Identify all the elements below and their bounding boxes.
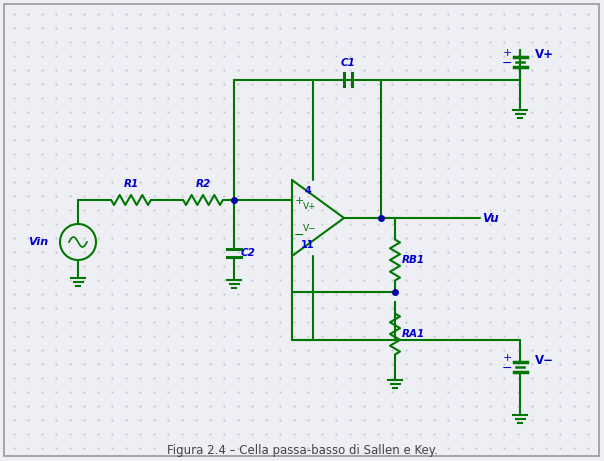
Text: R2: R2 — [195, 179, 211, 189]
Text: 11: 11 — [301, 240, 315, 250]
Text: +: + — [503, 48, 512, 58]
Text: +: + — [503, 353, 512, 363]
Text: 4: 4 — [304, 186, 312, 196]
Text: V−: V− — [303, 224, 317, 232]
Text: C2: C2 — [241, 248, 256, 258]
Text: V−: V− — [535, 354, 554, 366]
Text: C1: C1 — [341, 58, 355, 68]
Text: −: − — [502, 57, 512, 70]
Text: R1: R1 — [123, 179, 139, 189]
Text: Vin: Vin — [28, 237, 48, 247]
Text: −: − — [502, 361, 512, 374]
Text: RB1: RB1 — [402, 255, 425, 265]
Text: RA1: RA1 — [402, 329, 425, 339]
Text: −: − — [294, 229, 304, 242]
Text: V+: V+ — [303, 201, 317, 211]
Text: Figura 2.4 – Cella passa-basso di Sallen e Key.: Figura 2.4 – Cella passa-basso di Sallen… — [167, 443, 437, 456]
Text: +: + — [294, 196, 304, 206]
Text: V+: V+ — [535, 48, 554, 61]
Text: Vu: Vu — [482, 212, 499, 225]
